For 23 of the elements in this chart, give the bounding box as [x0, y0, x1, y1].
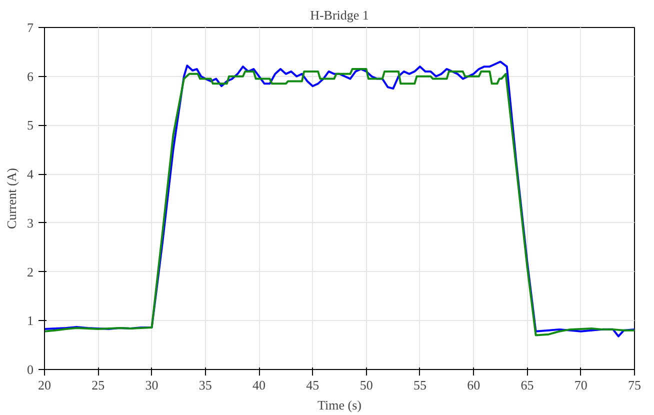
x-tick-label: 20	[38, 378, 51, 392]
x-tick-label: 65	[520, 378, 534, 392]
x-tick-label: 60	[467, 378, 480, 392]
x-tick-label: 25	[92, 378, 105, 392]
x-tick-label: 75	[628, 378, 641, 392]
x-tick-label: 45	[306, 378, 320, 392]
y-tick-label: 3	[27, 215, 34, 230]
y-tick-label: 0	[27, 362, 34, 377]
x-axis-title: Time (s)	[318, 398, 362, 412]
x-tick-label: 30	[145, 378, 158, 392]
chart-title: H-Bridge 1	[310, 8, 369, 22]
y-tick-label: 5	[27, 118, 34, 133]
y-tick-label: 2	[27, 264, 34, 280]
y-tick-label: 7	[27, 20, 34, 35]
y-tick-label: 1	[27, 313, 34, 328]
x-tick-label: 35	[198, 378, 212, 392]
x-tick-label: 55	[413, 378, 426, 392]
x-tick-label: 50	[360, 378, 373, 392]
y-tick-label: 4	[27, 166, 34, 182]
y-tick-label: 6	[27, 68, 34, 84]
y-axis-title: Current (A)	[4, 168, 19, 230]
x-tick-label: 70	[574, 378, 588, 392]
x-tick-label: 40	[252, 378, 266, 392]
